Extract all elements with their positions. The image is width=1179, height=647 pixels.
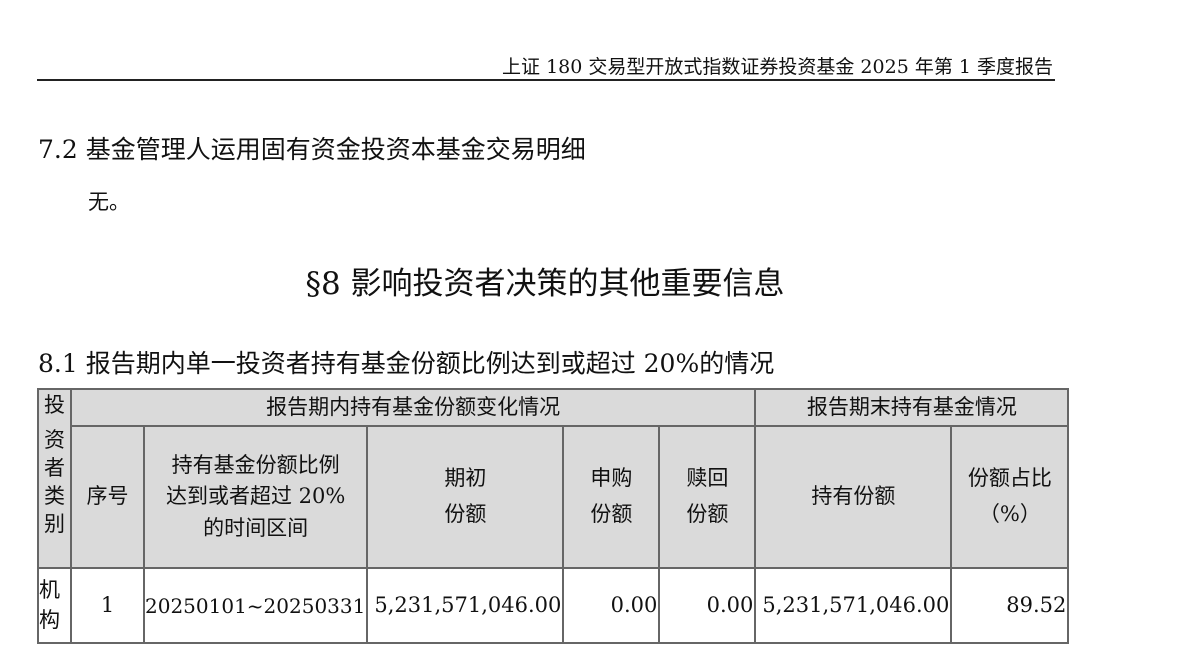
cell-redeemed: 0.00 (658, 567, 757, 644)
header-line: 序号 (86, 484, 129, 509)
header-line: 持有基金份额比例 (171, 452, 340, 477)
section-7-2-body: 无。 (88, 190, 130, 214)
header-period: 持有基金份额比例 达到或者超过 20% 的时间区间 (142, 425, 369, 569)
cell-subscribed: 0.00 (562, 567, 661, 644)
header-investor-type-cont: 资 者 类 别 (37, 426, 72, 569)
header-line: 达到或者超过 20% (166, 484, 346, 509)
cell-investor-type: 机 构 (37, 567, 72, 644)
header-subscribed: 申购份额 (562, 425, 661, 569)
header-no: 序号 (70, 425, 145, 569)
cell-ratio: 89.52 (950, 567, 1070, 644)
running-header: 上证 180 交易型开放式指数证券投资基金 2025 年第 1 季度报告 (502, 56, 1053, 78)
header-line: 持有份额 (811, 484, 896, 509)
header-group-end: 报告期末持有基金情况 (754, 388, 1070, 427)
cell-opening: 5,231,571,046.00 (366, 567, 565, 644)
cell-period: 20250101~20250331 (142, 567, 369, 644)
header-ratio: 份额占比（%） (950, 425, 1070, 569)
header-label: 申购份额 (590, 466, 633, 526)
header-investor-type: 投 (37, 388, 72, 426)
cell-held: 5,231,571,046.00 (754, 567, 953, 644)
header-redeemed: 赎回份额 (658, 425, 757, 569)
header-label: 赎回份额 (686, 466, 729, 526)
header-group-during: 报告期内持有基金份额变化情况 (69, 388, 757, 427)
header-rule (37, 79, 1055, 81)
cell-no: 1 (70, 567, 145, 644)
header-held: 持有份额 (754, 425, 953, 569)
section-8-1-heading: 8.1 报告期内单一投资者持有基金份额比例达到或超过 20%的情况 (38, 349, 775, 378)
header-label: 期初份额 (444, 466, 487, 526)
section-7-2-heading: 7.2 基金管理人运用固有资金投资本基金交易明细 (38, 135, 586, 164)
investor-holding-table: 投 报告期内持有基金份额变化情况 报告期末持有基金情况 资 者 类 别 序号 持有… (37, 388, 1070, 644)
header-label: 份额占比（%） (967, 466, 1052, 526)
header-line: 的时间区间 (203, 515, 309, 540)
section-8-title: §8 影响投资者决策的其他重要信息 (305, 266, 785, 302)
header-opening: 期初份额 (366, 425, 565, 569)
